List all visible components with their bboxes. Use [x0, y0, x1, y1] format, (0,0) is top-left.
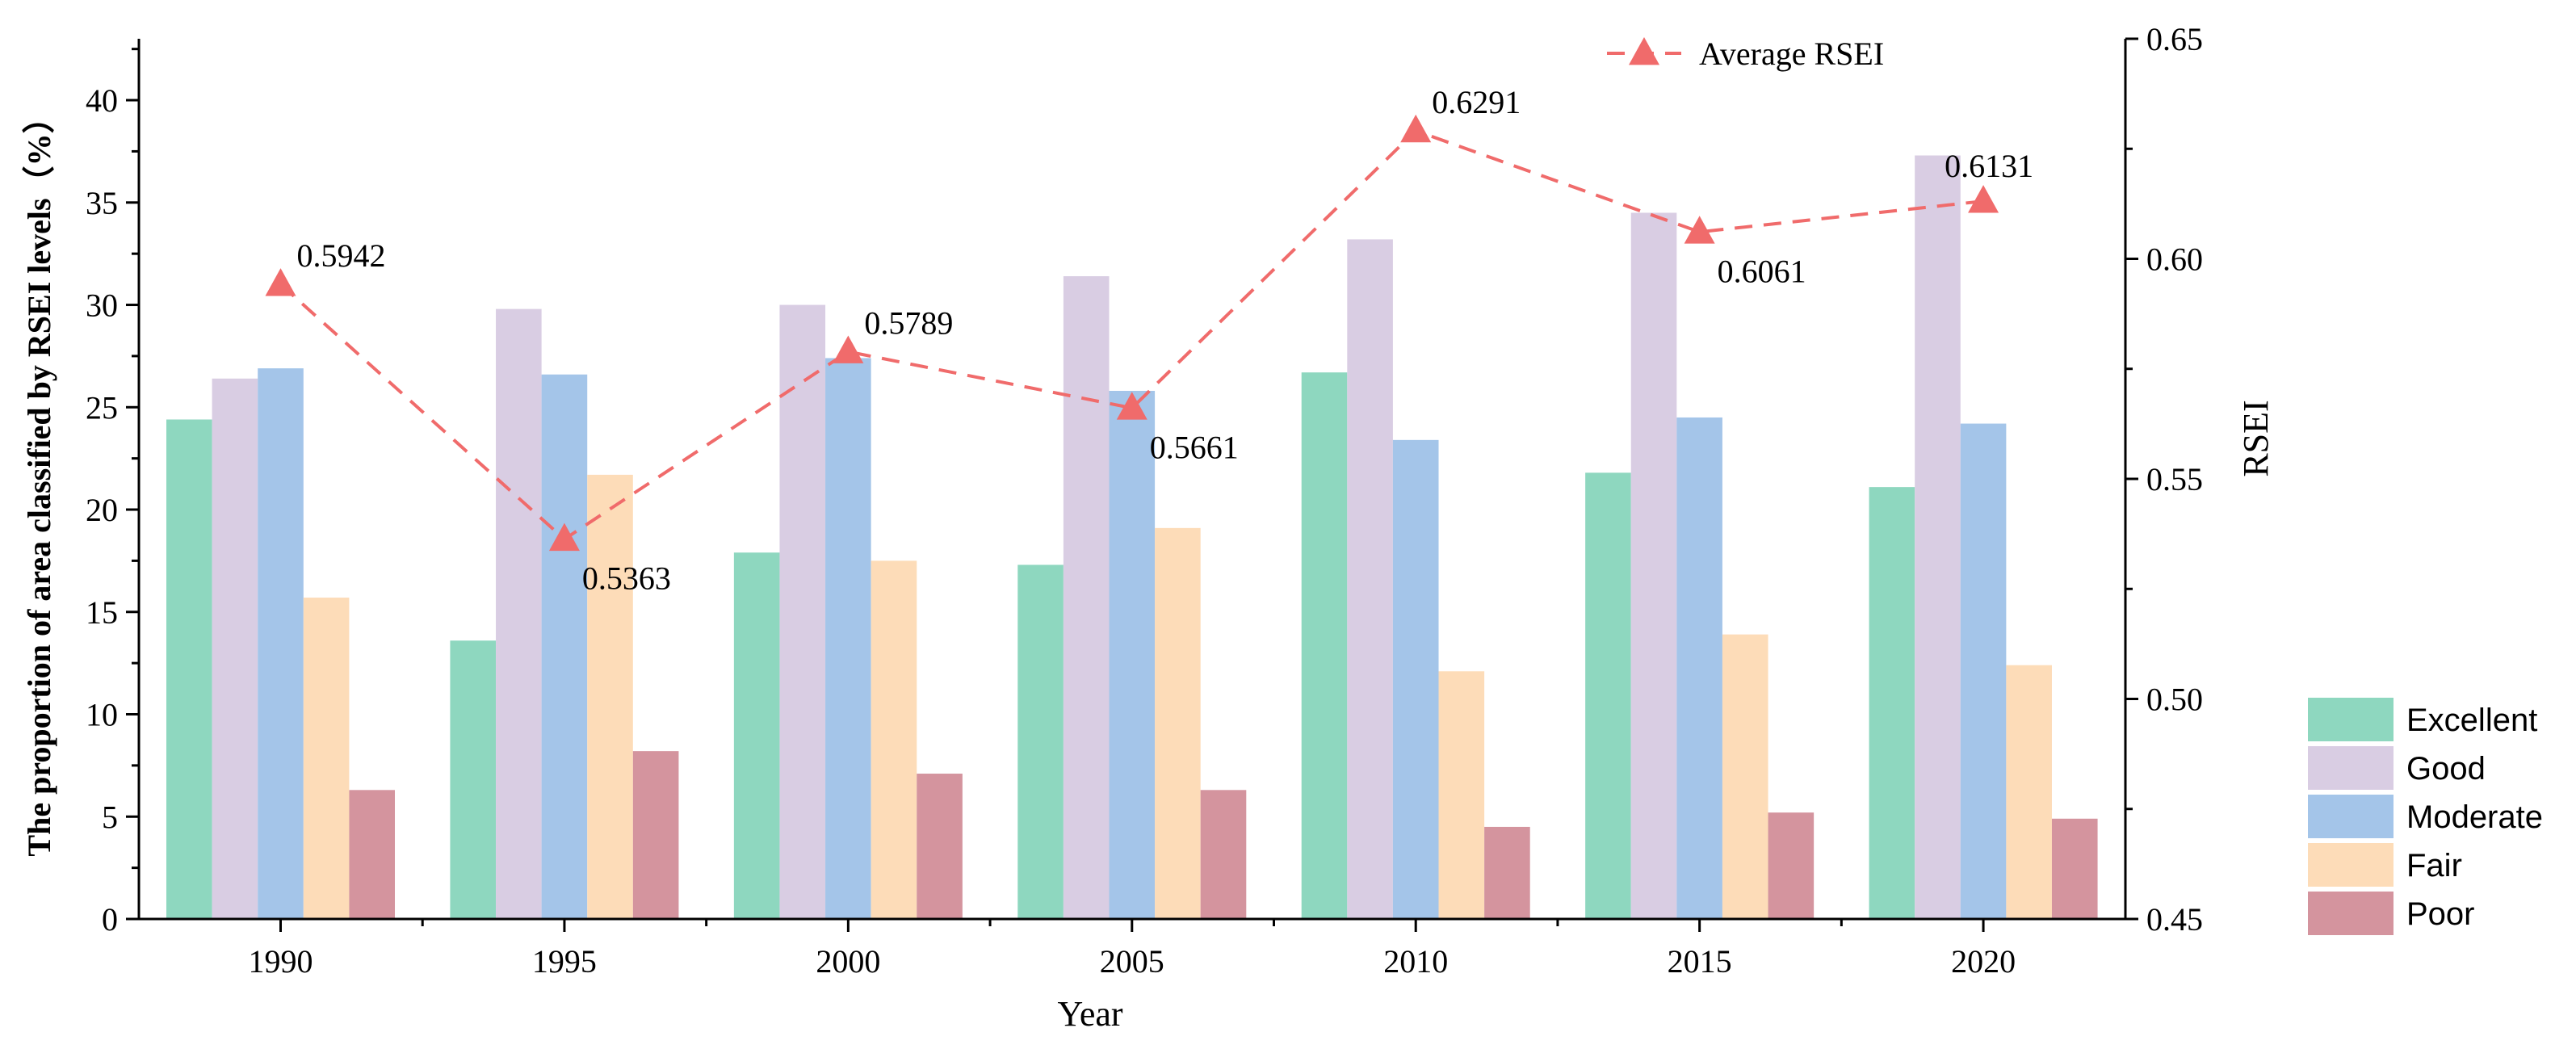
bar-moderate-2000: [825, 358, 871, 919]
y-tick-label: 15: [86, 594, 118, 631]
x-tick-label: 1990: [249, 943, 313, 980]
rsei-data-label: 0.6291: [1432, 84, 1521, 120]
legend-line-label: Average RSEI: [1699, 36, 1884, 72]
legend-label-poor: Poor: [2406, 896, 2475, 932]
rsei-data-label: 0.5942: [297, 237, 386, 274]
bar-moderate-2020: [1960, 423, 2007, 919]
y-tick-label: 40: [86, 82, 118, 119]
rsei-point-1995: [548, 522, 580, 552]
axes-layer: [126, 37, 2138, 932]
y2-tick-label: 0.65: [2146, 21, 2203, 57]
bar-excellent-2010: [1301, 372, 1348, 919]
y-tick-label: 35: [86, 185, 118, 221]
bar-poor-2000: [917, 774, 963, 919]
bar-fair-2015: [1722, 634, 1768, 919]
rsei-point-2015: [1684, 216, 1715, 244]
bar-excellent-1995: [450, 640, 497, 919]
y2-tick-label: 0.50: [2146, 682, 2203, 718]
y2-tick-label: 0.55: [2146, 461, 2203, 497]
rsei-data-label: 0.6131: [1945, 148, 2033, 184]
legend-label-good: Good: [2406, 751, 2486, 787]
bar-poor-2015: [1768, 812, 1815, 919]
x-tick-label: 2015: [1668, 943, 1732, 980]
legend-label-fair: Fair: [2406, 848, 2462, 883]
legend-swatch-poor: [2308, 892, 2393, 935]
bar-poor-2010: [1484, 826, 1530, 919]
x-tick-label: 2020: [1951, 943, 2016, 980]
bar-poor-2005: [1200, 790, 1247, 919]
legend-line-marker: [1629, 37, 1659, 65]
bar-moderate-1990: [258, 368, 304, 919]
y-axis-title: The proportion of area classified by RSE…: [21, 101, 57, 856]
rsei-point-2005: [1116, 392, 1147, 420]
legend-swatch-good: [2308, 746, 2393, 790]
bar-moderate-2010: [1392, 439, 1439, 919]
bar-fair-2010: [1438, 671, 1485, 919]
bar-good-2005: [1063, 276, 1110, 919]
bar-excellent-2020: [1869, 487, 1915, 919]
y2-tick-label: 0.60: [2146, 241, 2203, 278]
x-tick-label: 1995: [532, 943, 597, 980]
legend-swatch-fair: [2308, 843, 2393, 887]
y-tick-label: 0: [102, 901, 118, 938]
bar-good-2020: [1915, 155, 1961, 919]
y2-tick-label: 0.45: [2146, 901, 2203, 938]
bars-layer: [166, 155, 2098, 920]
rsei-point-2010: [1400, 114, 1432, 143]
rsei-data-label: 0.5789: [864, 304, 953, 341]
x-tick-label: 2010: [1383, 943, 1448, 980]
legend-swatch-excellent: [2308, 698, 2393, 741]
y-tick-label: 5: [102, 799, 118, 835]
bar-excellent-2005: [1017, 564, 1064, 919]
bar-fair-1990: [303, 598, 350, 919]
bar-moderate-1995: [541, 374, 588, 919]
bar-poor-1990: [349, 790, 395, 919]
bar-fair-2000: [871, 560, 917, 919]
bar-good-2015: [1630, 212, 1677, 920]
bar-good-2000: [779, 304, 826, 919]
legend-layer: Average RSEI Excellent Good Moderate Fair Poo…: [1607, 36, 2543, 935]
legend-label-moderate: Moderate: [2406, 799, 2543, 835]
line-layer: [265, 114, 1999, 552]
y-tick-label: 25: [86, 389, 118, 426]
rsei-point-2020: [1968, 185, 1999, 213]
bar-good-1990: [212, 378, 258, 919]
rsei-data-label: 0.5661: [1150, 429, 1239, 465]
legend-label-excellent: Excellent: [2406, 703, 2537, 738]
bar-excellent-1990: [166, 419, 212, 919]
rsei-point-1990: [265, 268, 296, 296]
y-tick-label: 30: [86, 287, 118, 324]
rsei-data-label: 0.6061: [1718, 253, 1806, 289]
rsei-data-label: 0.5363: [582, 560, 671, 597]
bar-excellent-2000: [733, 552, 780, 919]
bar-poor-1995: [632, 751, 679, 919]
x-tick-label: 2005: [1100, 943, 1164, 980]
x-tick-label: 2000: [816, 943, 880, 980]
bar-fair-2005: [1155, 527, 1201, 919]
bar-good-2010: [1347, 239, 1393, 920]
bar-fair-2020: [2006, 665, 2052, 919]
bar-moderate-2015: [1676, 417, 1722, 919]
x-axis-title: Year: [1057, 994, 1122, 1034]
bar-moderate-2005: [1109, 391, 1156, 919]
bar-good-1995: [496, 308, 542, 920]
text-layer: 0 5 10 15 20 25 30 35 40 0.45 0.50 0.55 0.60 0.65 1990…: [21, 21, 2276, 1034]
bar-fair-1995: [587, 474, 633, 919]
legend-swatch-moderate: [2308, 795, 2393, 838]
y-tick-label: 20: [86, 492, 118, 528]
y-tick-label: 10: [86, 697, 118, 733]
bar-poor-2020: [2051, 818, 2098, 919]
rsei-point-2000: [833, 335, 864, 363]
y2-axis-title: RSEI: [2236, 400, 2276, 476]
bar-excellent-2015: [1585, 472, 1631, 919]
